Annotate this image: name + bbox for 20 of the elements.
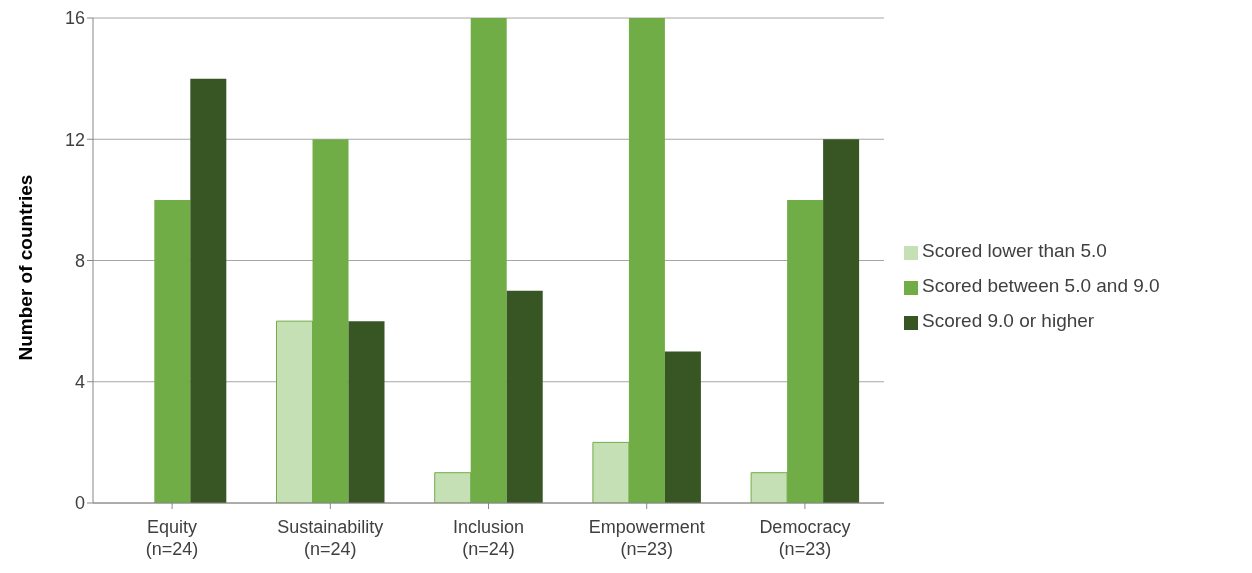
x-tick-label: Inclusion (n=24): [452, 517, 525, 559]
x-tick-label: Equity (n=24): [145, 517, 199, 559]
bar: [348, 321, 385, 503]
bar: [506, 290, 543, 503]
bar: [664, 351, 701, 503]
bar: [190, 78, 227, 503]
bar: [154, 199, 191, 503]
y-tick-label: 16: [64, 8, 85, 29]
legend-label: Scored lower than 5.0: [922, 240, 1107, 261]
y-axis-title: Number of countries: [14, 174, 36, 361]
bar: [823, 139, 860, 503]
y-tick-label: 8: [74, 250, 85, 271]
y-tick-label: 12: [64, 129, 85, 150]
y-tick-label: 4: [74, 372, 85, 393]
x-tick-label: Empowerment (n=23): [588, 517, 705, 559]
legend-label: Scored 9.0 or higher: [922, 310, 1095, 331]
x-tick-label: Sustainability (n=24): [277, 517, 384, 559]
y-tick-label: 0: [74, 493, 85, 514]
legend-label: Scored between 5.0 and 9.0: [922, 275, 1160, 296]
x-tick-label: Democracy (n=23): [759, 517, 851, 559]
